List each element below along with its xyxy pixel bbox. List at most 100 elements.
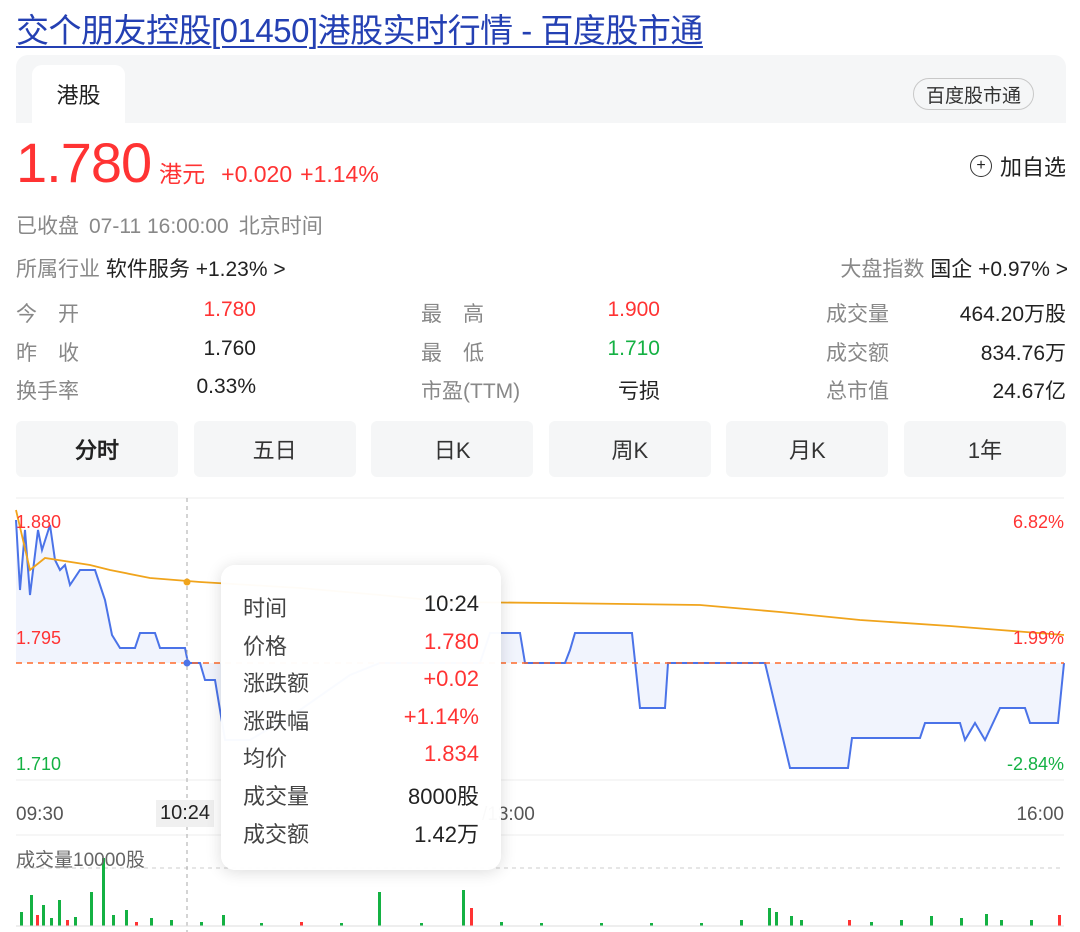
stat-label: 昨 收 (16, 341, 79, 365)
volume-bar (58, 900, 61, 926)
stat-value: 1.710 (607, 336, 660, 360)
stat-label: 换手率 (16, 380, 79, 403)
volume-bar (930, 916, 933, 926)
tab-weekly-k[interactable]: 周K (548, 421, 711, 477)
tooltip-row: 涨跌额 +0.02 (243, 666, 479, 704)
volume-bar (135, 922, 138, 926)
stats-row: 换手率 0.33% 市盈(TTM) 亏损 总市值 24.67亿 (16, 375, 1066, 414)
volume-bar (170, 920, 173, 926)
volume-bar (125, 910, 128, 926)
stats-row: 今 开 1.780 最 高 1.900 成交量 464.20万股 (16, 298, 1066, 337)
stat-value: 834.76万 (980, 341, 1066, 365)
volume-bar (150, 918, 153, 926)
tooltip-key: 涨跌幅 (243, 708, 310, 734)
tooltip-value: 1.42万 (414, 821, 479, 847)
volume-bar (1000, 920, 1003, 926)
industry-link[interactable]: 所属行业 软件服务 +1.23% > (16, 253, 286, 283)
volume-bar (50, 918, 53, 926)
volume-bar (500, 922, 503, 926)
x-tick-label: 09:30 (16, 804, 64, 825)
volume-bar (42, 905, 45, 926)
add-favorite-button[interactable]: + 加自选 (969, 150, 1066, 182)
tooltip-value: 1.834 (423, 741, 479, 767)
volume-bar (20, 912, 23, 926)
tooltip-key: 成交额 (243, 821, 310, 847)
tab-monthly-k[interactable]: 月K (726, 421, 889, 477)
average-price-line (15, 509, 1065, 636)
volume-bar (74, 917, 77, 926)
stat-label: 最 低 (421, 341, 484, 365)
tab-one-year[interactable]: 1年 (903, 421, 1066, 477)
add-favorite-label: 加自选 (999, 155, 1066, 180)
intraday-chart[interactable]: 1.880 1.795 1.710 6.82% 1.99% -2.84% 09:… (0, 490, 1080, 932)
volume-bar (700, 923, 703, 926)
tab-hk-stock[interactable]: 港股 (32, 65, 125, 123)
index-label: 大盘指数 (840, 258, 925, 281)
industry-name: 软件服务 (105, 258, 190, 281)
stat-label: 总市值 (826, 380, 889, 403)
stat-label: 今 开 (16, 303, 79, 326)
volume-bar (260, 923, 263, 926)
market-index-link[interactable]: 大盘指数 国企 +0.97% > (840, 253, 1068, 283)
intraday-chart-svg[interactable] (0, 490, 1080, 932)
crosshair-price-dot (183, 659, 191, 667)
y-tick-label-mid: 1.795 (16, 628, 62, 648)
status-text: 已收盘 (16, 215, 79, 238)
volume-bar (768, 908, 771, 926)
tooltip-value: 1.780 (423, 628, 479, 654)
volume-bar (985, 914, 988, 926)
currency-unit: 港元 (159, 161, 206, 187)
volume-bar (300, 922, 303, 926)
market-status: 已收盘 07-11 16:00:00 北京时间 (16, 210, 333, 240)
volume-bar (36, 915, 39, 926)
tooltip-row: 时间 10:24 (243, 591, 479, 629)
chart-tooltip: 时间 10:24 价格 1.780 涨跌额 +0.02 涨跌幅 +1.14% 均价 1.8… (221, 565, 501, 870)
chevron-right-icon: > (1055, 258, 1068, 281)
volume-bar (800, 920, 803, 926)
status-datetime: 07-11 16:00:00 (89, 215, 229, 238)
price-row: 1.780 港元 +0.020 +1.14% (16, 130, 379, 195)
tooltip-key: 均价 (243, 746, 288, 772)
pct-tick-label-top: 6.82% (1012, 512, 1064, 532)
volume-bar (470, 908, 473, 926)
index-name: 国企 (930, 258, 973, 281)
volume-bar (462, 890, 465, 926)
x-tick-label: 16:00 (1016, 804, 1064, 825)
volume-bar (66, 920, 69, 926)
volume-bar (1030, 920, 1033, 926)
volume-bar (30, 895, 33, 926)
volume-bar (848, 920, 851, 926)
industry-label: 所属行业 (16, 258, 100, 281)
tab-intraday[interactable]: 分时 (16, 421, 178, 477)
stat-label: 成交量 (826, 303, 889, 326)
volume-bar (378, 892, 381, 926)
volume-bar (222, 915, 225, 926)
volume-bar (650, 923, 653, 926)
tooltip-value: 8000股 (408, 783, 479, 809)
volume-bar (900, 920, 903, 926)
price-area-fill (16, 520, 1064, 768)
volume-bar (740, 920, 743, 926)
crosshair-avg-dot (183, 578, 191, 586)
volume-bar (1058, 915, 1061, 926)
source-badge[interactable]: 百度股市通 (912, 78, 1034, 110)
stat-label: 成交额 (826, 341, 889, 365)
tooltip-key: 价格 (243, 633, 288, 659)
crosshair-time-label: 10:24 (156, 800, 215, 827)
volume-bar (600, 923, 603, 926)
tab-five-day[interactable]: 五日 (193, 421, 356, 477)
page-title[interactable]: 交个朋友控股[01450]港股实时行情 - 百度股市通 (16, 12, 703, 49)
volume-bar (790, 916, 793, 926)
stat-value: 1.760 (203, 336, 256, 360)
volume-bar (90, 892, 93, 926)
current-price: 1.780 (16, 131, 152, 194)
price-change: +0.020 (221, 161, 293, 187)
tooltip-value: 10:24 (423, 591, 479, 616)
period-tabs: 分时 五日 日K 周K 月K 1年 (16, 421, 1066, 477)
volume-bar (960, 918, 963, 926)
industry-change: +1.23% (195, 258, 268, 281)
tooltip-row: 涨跌幅 +1.14% (243, 704, 479, 742)
y-tick-label-top: 1.880 (16, 512, 62, 532)
tab-daily-k[interactable]: 日K (371, 421, 534, 477)
market-tab-bar: 港股 百度股市通 (16, 55, 1066, 123)
